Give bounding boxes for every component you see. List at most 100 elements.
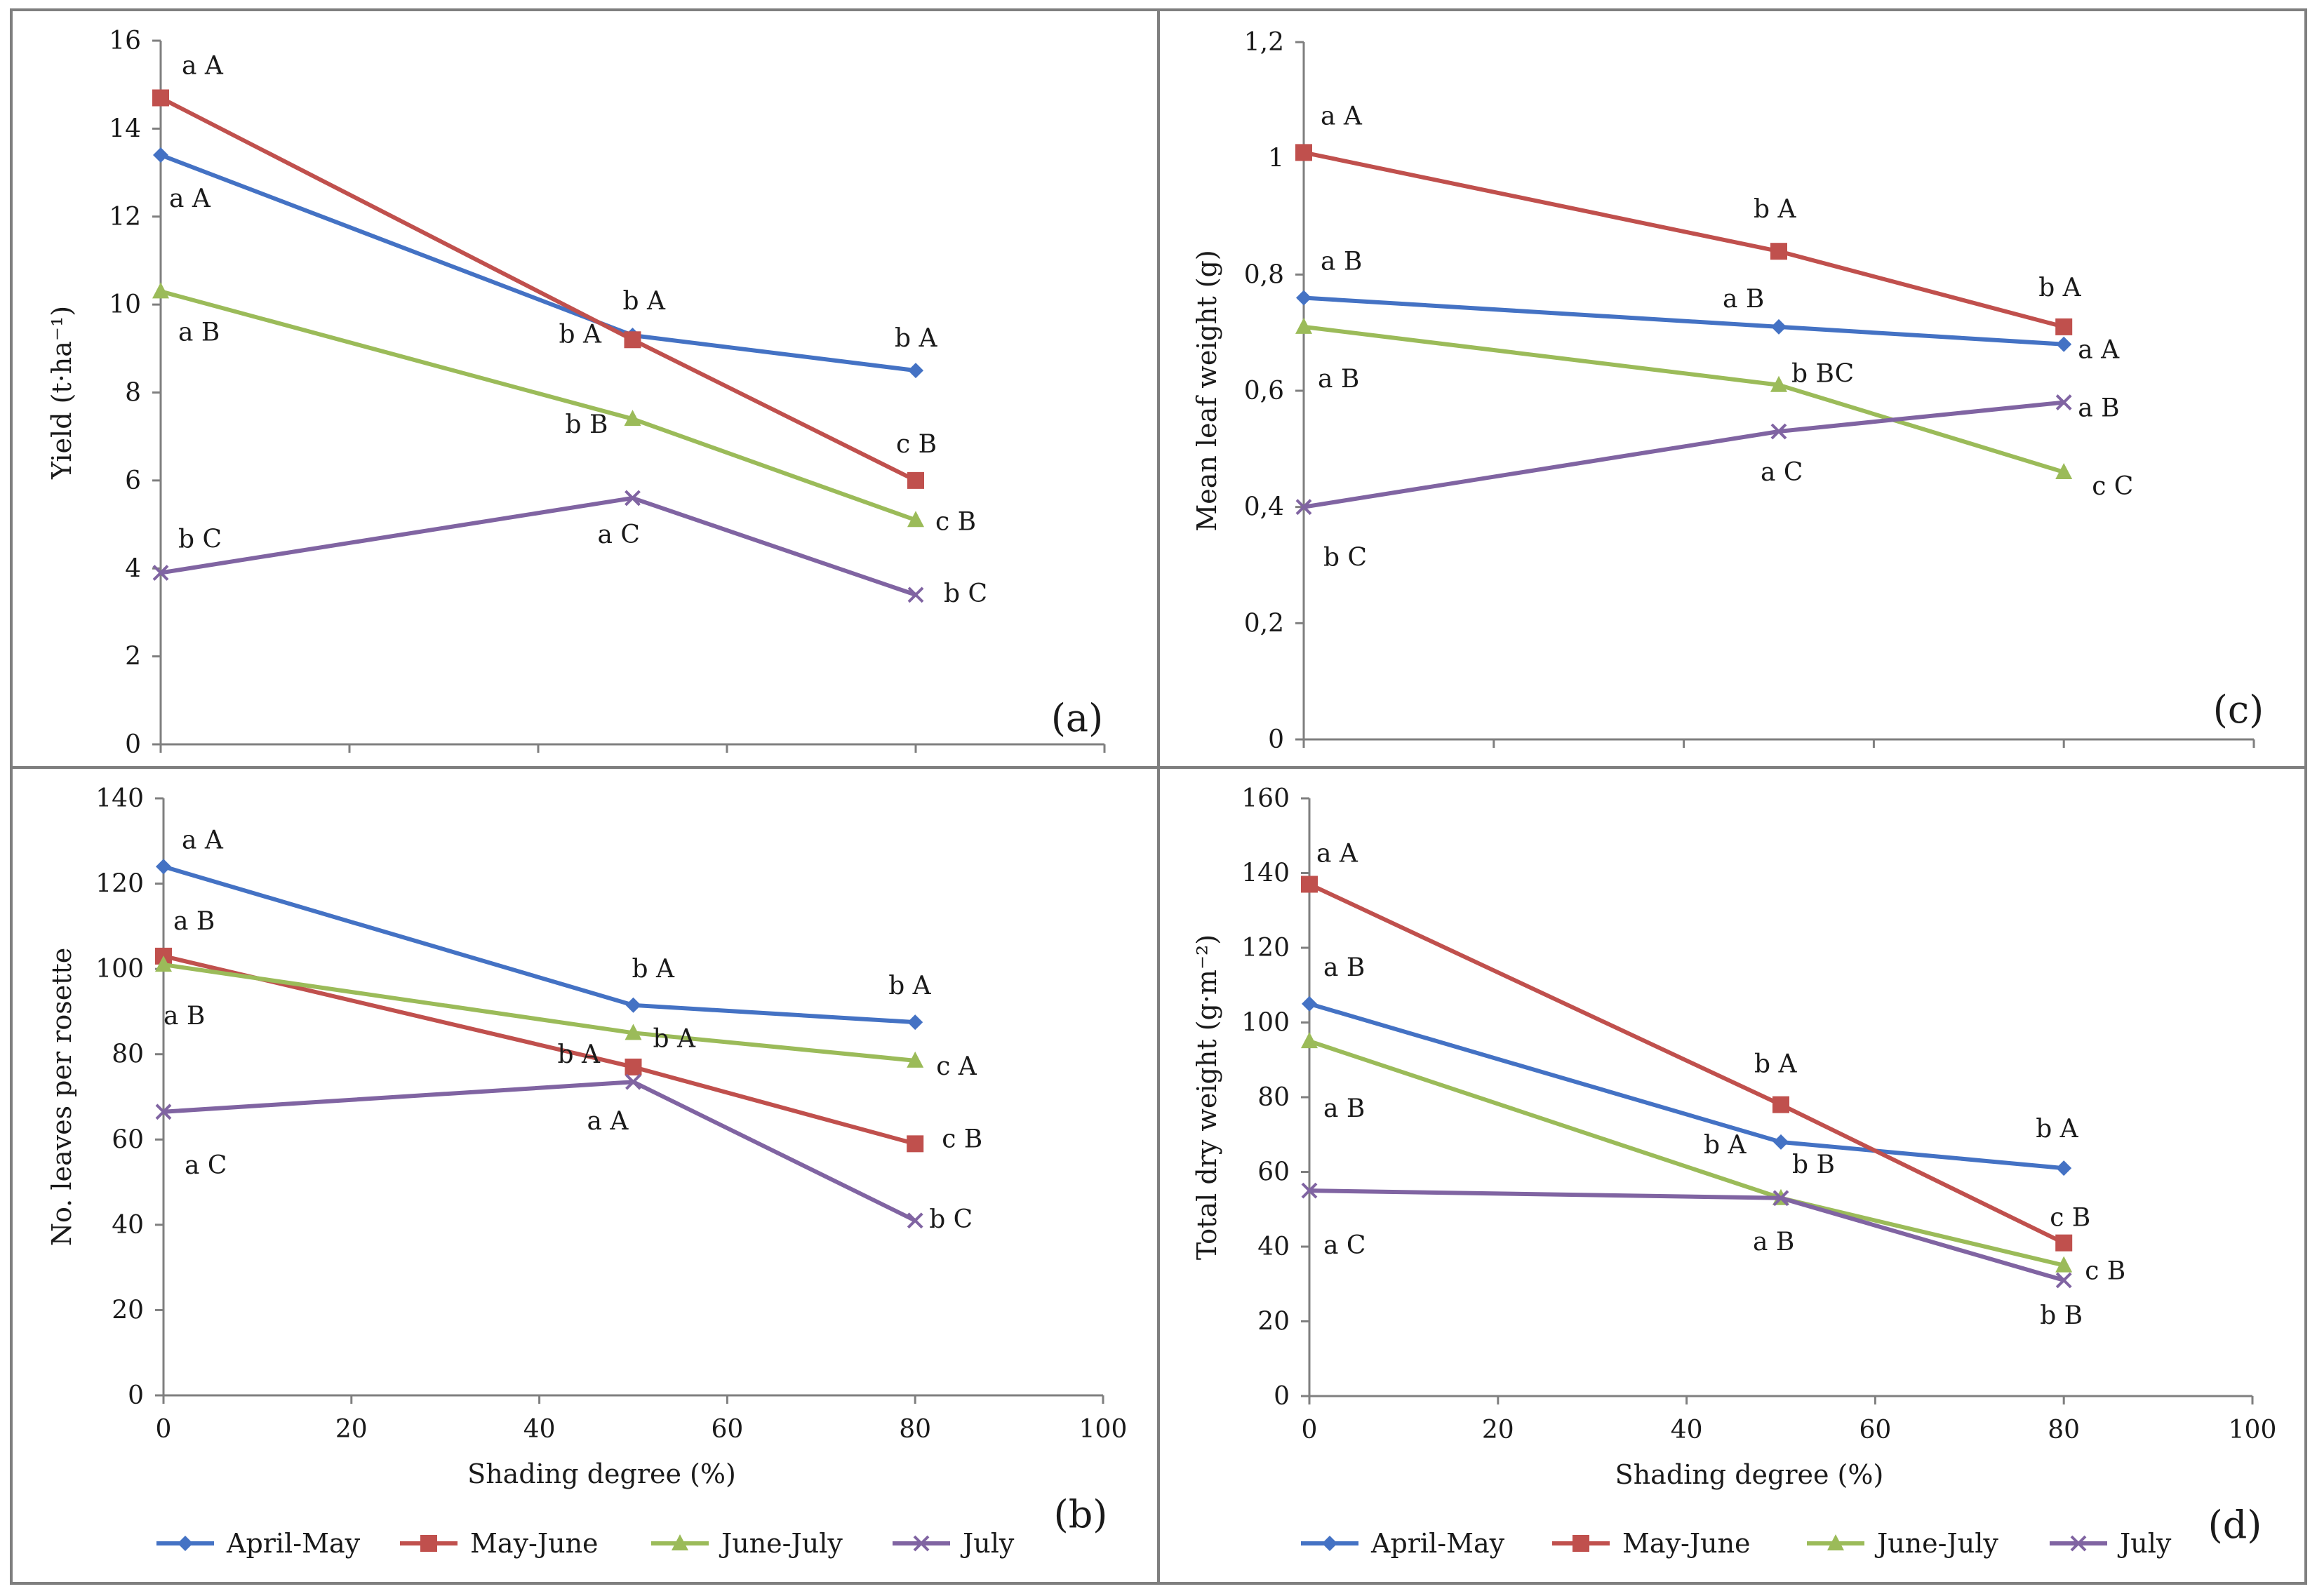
annotation: a A bbox=[1316, 839, 1358, 868]
y-tick-label: 40 bbox=[112, 1211, 144, 1240]
annotation: b A bbox=[653, 1024, 696, 1053]
legend-marker-july bbox=[913, 1535, 930, 1552]
x-tick-label: 60 bbox=[1859, 1416, 1891, 1444]
series-line-june-july bbox=[160, 289, 917, 523]
series-line-june-july bbox=[1303, 324, 2065, 474]
y-tick-label: 0 bbox=[128, 1381, 144, 1410]
legend-marker-april-may bbox=[1322, 1536, 1337, 1551]
data-point-april-may bbox=[2056, 336, 2072, 352]
x-tick-label: 60 bbox=[711, 1415, 743, 1444]
y-tick-label: 100 bbox=[1241, 1009, 1290, 1038]
y-tick-label: 0 bbox=[125, 730, 141, 759]
annotation: a A bbox=[182, 51, 224, 80]
marker-x-stroke bbox=[1301, 1182, 1318, 1199]
data-point-july bbox=[907, 1212, 923, 1229]
annotation: b B bbox=[1792, 1151, 1835, 1179]
marker-x-stroke bbox=[1295, 499, 1312, 516]
y-tick-label: 60 bbox=[112, 1125, 144, 1154]
data-point-june-july bbox=[2055, 462, 2073, 479]
annotation: b C bbox=[944, 579, 987, 608]
marker-x-stroke bbox=[2070, 1535, 2087, 1552]
series-line-april-may bbox=[1303, 295, 2064, 347]
legend-item-label: May-June bbox=[1622, 1528, 1751, 1559]
data-point-july bbox=[1301, 1182, 1318, 1199]
annotation: b A bbox=[558, 1040, 601, 1069]
annotation: a A bbox=[2078, 336, 2120, 365]
marker-x-stroke bbox=[625, 490, 641, 507]
annotation: c B bbox=[896, 430, 937, 459]
series-line-july bbox=[163, 1080, 916, 1223]
annotation: a B bbox=[1323, 1094, 1365, 1123]
annotation: b A bbox=[632, 955, 675, 984]
y-tick-label: 12 bbox=[109, 203, 141, 232]
annotation: b BC bbox=[1791, 360, 1854, 389]
legend-item-label: July bbox=[2117, 1528, 2172, 1559]
annotation: a C bbox=[598, 521, 640, 549]
marker-x-stroke bbox=[2055, 394, 2072, 410]
marker-x-stroke bbox=[1772, 1190, 1789, 1207]
series-line-may-june bbox=[1308, 882, 2065, 1245]
legend-marker-june-july bbox=[672, 1534, 688, 1550]
annotation: b C bbox=[1323, 544, 1367, 572]
y-tick-label: 120 bbox=[95, 870, 144, 899]
data-point-may-june bbox=[1772, 1096, 1789, 1113]
data-point-april-may bbox=[1773, 1134, 1789, 1150]
y-tick-label: 0 bbox=[1268, 725, 1284, 754]
y-tick-label: 40 bbox=[1257, 1233, 1290, 1261]
data-point-may-june bbox=[907, 1135, 924, 1153]
y-tick-label: 8 bbox=[125, 379, 141, 408]
series-line-may-june bbox=[1303, 150, 2064, 329]
annotation: b A bbox=[888, 972, 931, 1000]
legend-item-label: April-May bbox=[1370, 1528, 1505, 1559]
y-tick-label: 80 bbox=[1257, 1083, 1290, 1112]
data-point-june-july bbox=[152, 282, 169, 299]
y-tick-label: 0 bbox=[1274, 1382, 1290, 1411]
y-axis-title: Yield (t·ha⁻¹) bbox=[46, 306, 77, 480]
panel-label: (d) bbox=[2208, 1503, 2262, 1547]
marker-x-stroke bbox=[2055, 1272, 2072, 1289]
annotation: a A bbox=[587, 1107, 629, 1136]
legend-marker-june-july bbox=[1827, 1534, 1844, 1550]
annotation: b A bbox=[559, 320, 602, 349]
y-tick-label: 1 bbox=[1268, 145, 1284, 173]
annotation: a A bbox=[169, 185, 211, 213]
data-point-july bbox=[155, 1104, 172, 1120]
x-axis-title: Shading degree (%) bbox=[467, 1458, 736, 1489]
x-axis-title: Shading degree (%) bbox=[1615, 1459, 1884, 1490]
y-tick-label: 1,2 bbox=[1244, 28, 1284, 57]
legend-item-label: June-July bbox=[1874, 1528, 1998, 1559]
x-tick-label: 100 bbox=[2229, 1416, 2277, 1444]
y-tick-label: 14 bbox=[109, 114, 141, 143]
x-tick-label: 40 bbox=[1671, 1416, 1703, 1444]
data-point-may-june bbox=[1301, 876, 1318, 893]
annotation: b B bbox=[566, 410, 608, 439]
marker-x-stroke bbox=[907, 1212, 923, 1229]
data-point-may-june bbox=[624, 331, 641, 349]
panel-c: 0 0,2 0,4 0,6 0,8 1 1,2 Mean leaf weight (g) a B… bbox=[1191, 28, 2264, 754]
legend: April-May May-June June-July July bbox=[1301, 1528, 2172, 1559]
y-tick-label: 60 bbox=[1257, 1158, 1290, 1187]
annotation: c A bbox=[936, 1052, 977, 1081]
legend-item-label: May-June bbox=[470, 1528, 599, 1559]
data-point-may-june bbox=[2055, 318, 2073, 335]
data-point-july bbox=[152, 565, 169, 581]
y-tick-label: 0,8 bbox=[1244, 260, 1284, 289]
data-point-may-june bbox=[625, 1058, 642, 1075]
marker-x-stroke bbox=[155, 1104, 172, 1120]
y-axis-title: Total dry weight (g·m⁻²) bbox=[1191, 934, 1222, 1260]
data-point-june-july bbox=[907, 1051, 924, 1068]
data-point-june-july bbox=[625, 1024, 642, 1040]
annotation: b A bbox=[2038, 274, 2081, 302]
data-point-april-may bbox=[1771, 318, 1787, 335]
panel-a: 0 2 4 6 8 10 12 14 16 Yield (t·ha⁻¹) a A b A b A a A b… bbox=[46, 27, 1106, 759]
annotation: a B bbox=[1318, 365, 1359, 394]
annotation: b A bbox=[1754, 1050, 1797, 1079]
y-tick-label: 160 bbox=[1241, 784, 1290, 813]
legend: April-May May-June June-July July bbox=[156, 1528, 1015, 1559]
y-tick-label: 120 bbox=[1241, 934, 1290, 963]
annotation: c B bbox=[935, 507, 976, 536]
y-tick-label: 0,4 bbox=[1244, 493, 1284, 522]
y-axis-title: No. leaves per rosette bbox=[46, 948, 77, 1247]
marker-x-stroke bbox=[913, 1535, 930, 1552]
